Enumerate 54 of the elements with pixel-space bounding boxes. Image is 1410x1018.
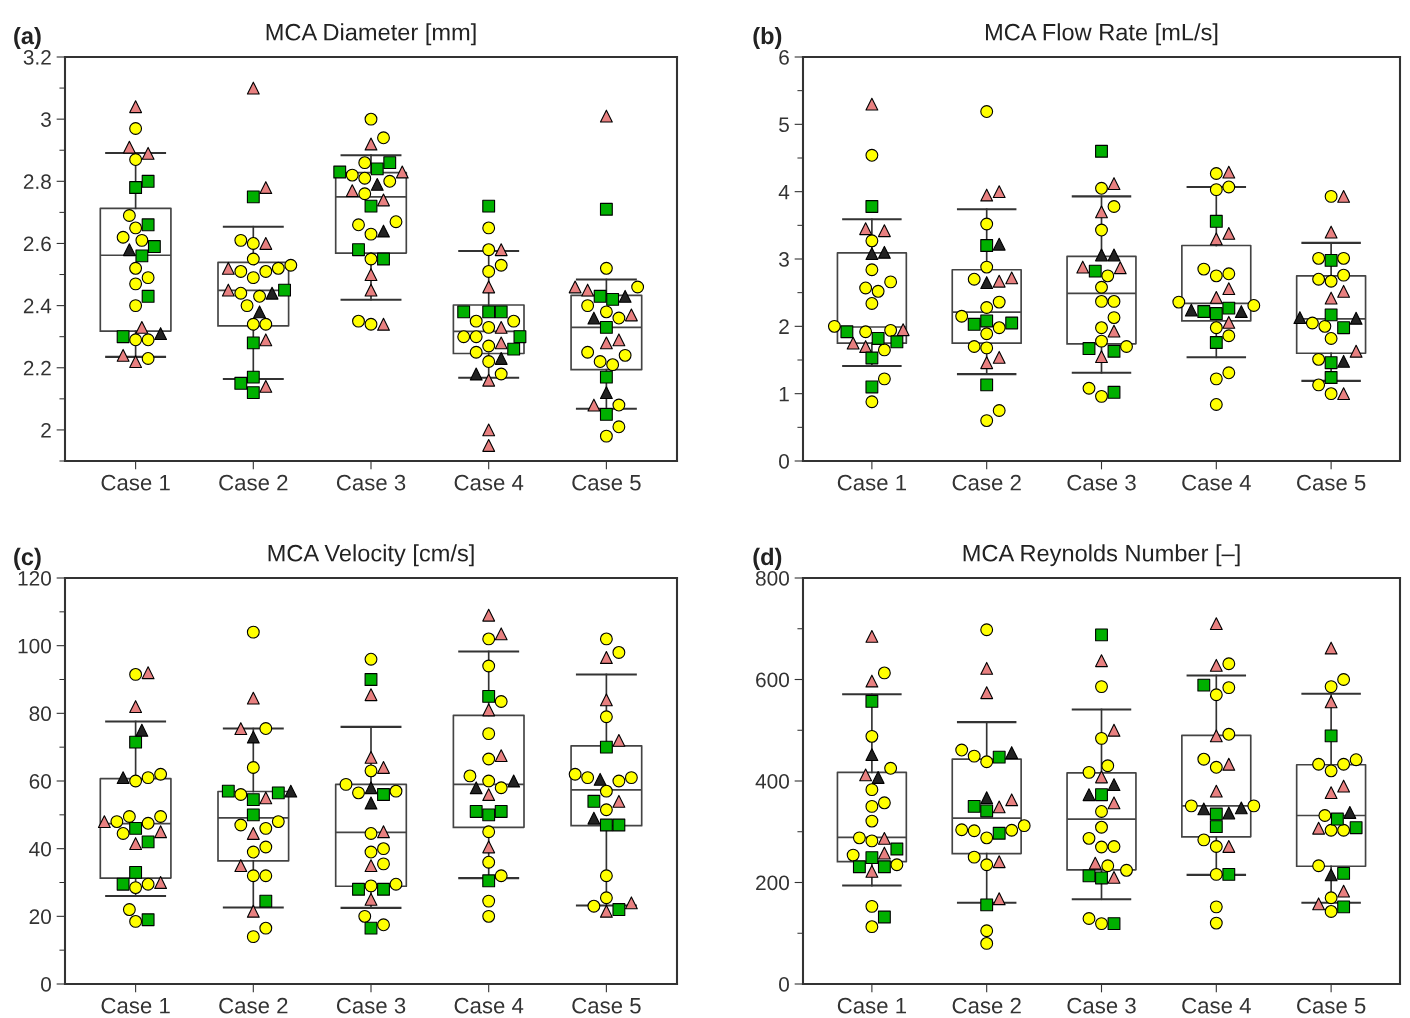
y-tick-label: 80 bbox=[29, 706, 51, 722]
y-tick-label: 4 bbox=[778, 184, 790, 200]
x-tick-label: Case 5 bbox=[572, 474, 641, 491]
y-tick-label: 2.6 bbox=[23, 236, 51, 252]
x-tick-label: Case 1 bbox=[837, 474, 907, 491]
y-tick-label: 3 bbox=[779, 252, 789, 267]
x-tick-label: Case 5 bbox=[1297, 997, 1366, 1014]
y-tick-label: 2.2 bbox=[23, 360, 51, 376]
chart-title: MCA Diameter [mm] bbox=[266, 23, 476, 46]
x-tick-label: Case 1 bbox=[837, 997, 907, 1014]
x-tick-label: Case 2 bbox=[952, 997, 1021, 1014]
x-tick-label: Case 2 bbox=[219, 474, 288, 491]
y-tick-label: 1 bbox=[779, 386, 789, 402]
x-tick-label: Case 3 bbox=[336, 997, 406, 1014]
x-tick-label: Case 3 bbox=[1067, 474, 1136, 491]
y-tick-label: 40 bbox=[29, 841, 51, 857]
y-tick-label: 0 bbox=[779, 454, 789, 469]
x-tick-label: Case 3 bbox=[1067, 997, 1136, 1014]
y-tick-label: 200 bbox=[756, 875, 789, 891]
y-tick-label: 0 bbox=[779, 977, 789, 992]
y-tick-label: 60 bbox=[29, 774, 51, 789]
x-tick-label: Case 1 bbox=[101, 997, 170, 1014]
y-tick-label: 0 bbox=[41, 977, 51, 992]
text: (c) bbox=[14, 547, 41, 570]
text: (a) bbox=[14, 26, 41, 49]
x-tick-label: Case 1 bbox=[101, 474, 170, 491]
y-tick-label: 3.2 bbox=[23, 50, 51, 65]
y-tick-label: 400 bbox=[755, 774, 789, 789]
y-tick-label: 2 bbox=[41, 422, 51, 438]
y-tick-label: 2 bbox=[779, 319, 789, 334]
y-tick-label: 800 bbox=[755, 571, 789, 586]
y-tick-label: 6 bbox=[779, 50, 789, 65]
x-tick-label: Case 4 bbox=[454, 474, 524, 491]
y-tick-label: 3 bbox=[41, 112, 51, 127]
x-tick-label: Case 2 bbox=[952, 474, 1021, 491]
x-tick-label: Case 4 bbox=[1182, 474, 1251, 491]
x-tick-label: Case 4 bbox=[1182, 997, 1251, 1014]
chart-title: MCA Reynolds Number [–] bbox=[963, 544, 1240, 567]
x-tick-label: Case 3 bbox=[336, 474, 406, 491]
x-tick-label: Case 5 bbox=[1297, 474, 1366, 491]
text: (d) bbox=[753, 547, 782, 570]
y-tick-label: 100 bbox=[18, 638, 51, 654]
text: (b) bbox=[753, 26, 782, 49]
chart-title: MCA Flow Rate [mL/s] bbox=[986, 23, 1218, 46]
y-tick-label: 2.8 bbox=[23, 174, 51, 190]
y-tick-label: 2.4 bbox=[23, 298, 52, 314]
x-tick-label: Case 2 bbox=[219, 997, 288, 1014]
x-tick-label: Case 4 bbox=[454, 997, 524, 1014]
y-tick-label: 20 bbox=[29, 909, 51, 925]
x-tick-label: Case 5 bbox=[572, 997, 641, 1014]
y-tick-label: 5 bbox=[779, 117, 789, 133]
chart-title: MCA Velocity [cm/s] bbox=[268, 544, 474, 567]
y-tick-label: 600 bbox=[756, 672, 789, 688]
y-tick-label: 120 bbox=[18, 571, 51, 586]
